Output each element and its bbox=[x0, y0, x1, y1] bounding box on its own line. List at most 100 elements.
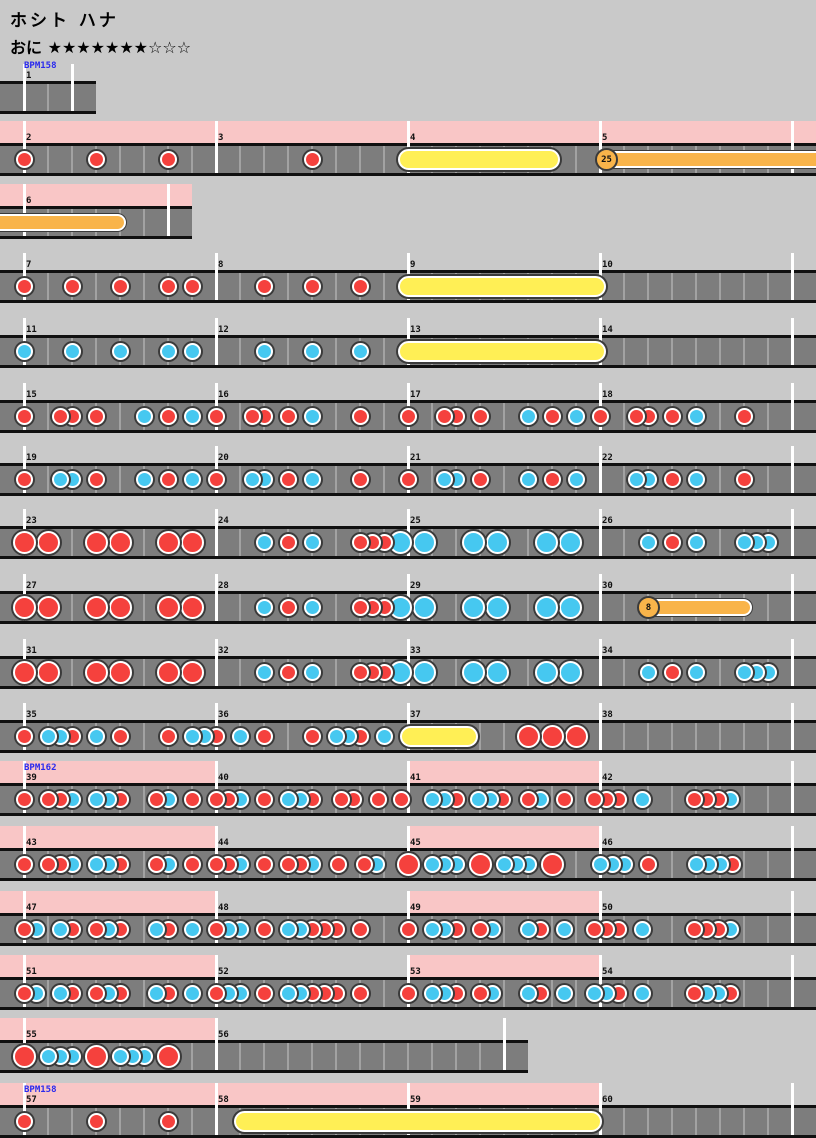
beat-divider bbox=[551, 980, 553, 1007]
ka-note bbox=[519, 985, 537, 1002]
measure-number: 1 bbox=[26, 71, 32, 81]
measure-number: 13 bbox=[410, 325, 421, 335]
measure-number: 14 bbox=[602, 325, 613, 335]
beat-divider bbox=[767, 594, 769, 621]
big-ka-note bbox=[534, 596, 558, 619]
ka-note bbox=[255, 534, 273, 551]
measure-number: 41 bbox=[410, 773, 421, 783]
beat-divider bbox=[671, 723, 673, 750]
ka-note bbox=[585, 985, 603, 1002]
don-note bbox=[15, 921, 33, 938]
lane-bottom-border bbox=[0, 750, 816, 753]
don-note bbox=[399, 985, 417, 1002]
beat-divider bbox=[767, 980, 769, 1007]
beat-divider bbox=[143, 916, 145, 943]
beat-divider bbox=[383, 403, 385, 430]
ka-note bbox=[183, 728, 201, 745]
lane-top-border bbox=[0, 206, 192, 209]
beat-divider bbox=[143, 273, 145, 300]
measure-number: 30 bbox=[602, 581, 613, 591]
measure-barline bbox=[407, 1083, 410, 1135]
balloon-count: 8 bbox=[637, 596, 660, 619]
measure-barline bbox=[23, 1018, 26, 1070]
beat-divider bbox=[623, 1108, 625, 1135]
beat-divider bbox=[503, 980, 505, 1007]
big-don-note bbox=[108, 531, 132, 554]
beat-divider bbox=[647, 723, 649, 750]
beat-divider bbox=[359, 1043, 361, 1070]
gogo-band bbox=[0, 184, 192, 206]
measure-barline bbox=[23, 955, 26, 1007]
beat-divider bbox=[743, 786, 745, 813]
measure-barline bbox=[215, 639, 218, 686]
beat-divider bbox=[431, 1043, 433, 1070]
don-note bbox=[471, 471, 489, 488]
beat-divider bbox=[47, 403, 49, 430]
ka-note bbox=[633, 985, 651, 1002]
ka-note bbox=[147, 921, 165, 938]
measure-barline bbox=[23, 383, 26, 430]
ka-note bbox=[519, 921, 537, 938]
measure-barline bbox=[215, 318, 218, 365]
don-note bbox=[399, 921, 417, 938]
measure-number: 46 bbox=[602, 838, 613, 848]
measure-barline bbox=[23, 64, 26, 111]
don-note bbox=[351, 664, 369, 681]
don-note bbox=[663, 534, 681, 551]
measure-barline bbox=[599, 574, 602, 621]
ka-note bbox=[687, 471, 705, 488]
measure-number: 44 bbox=[218, 838, 229, 848]
beat-divider bbox=[47, 273, 49, 300]
measure-barline bbox=[791, 318, 794, 365]
don-note bbox=[207, 471, 225, 488]
beat-divider bbox=[671, 980, 673, 1007]
ka-note bbox=[687, 664, 705, 681]
don-note bbox=[87, 985, 105, 1002]
measure-barline bbox=[791, 761, 794, 813]
gogo-band bbox=[0, 1083, 600, 1105]
ka-note bbox=[423, 856, 441, 873]
measure-barline bbox=[407, 121, 410, 173]
don-note bbox=[351, 534, 369, 551]
ka-note bbox=[183, 985, 201, 1002]
gogo-band bbox=[408, 761, 600, 783]
don-note bbox=[207, 408, 225, 425]
measure-barline bbox=[215, 253, 218, 300]
ka-note bbox=[111, 343, 129, 360]
big-ka-note bbox=[485, 661, 509, 684]
don-note bbox=[255, 728, 273, 745]
measure-number: 6 bbox=[26, 196, 32, 206]
don-note bbox=[87, 471, 105, 488]
don-note bbox=[555, 791, 573, 808]
don-note bbox=[15, 151, 33, 168]
big-don-note bbox=[180, 661, 204, 684]
measure-barline bbox=[791, 383, 794, 430]
big-ka-note bbox=[558, 661, 582, 684]
don-note bbox=[255, 278, 273, 295]
lane-top-border bbox=[0, 81, 96, 84]
don-note bbox=[111, 728, 129, 745]
ka-note bbox=[279, 985, 297, 1002]
beat-divider bbox=[671, 273, 673, 300]
measure-number: 23 bbox=[26, 516, 37, 526]
beat-divider bbox=[719, 723, 721, 750]
beat-divider bbox=[143, 851, 145, 878]
measure-number: 54 bbox=[602, 967, 613, 977]
beat-divider bbox=[767, 466, 769, 493]
measure-number: 19 bbox=[26, 453, 37, 463]
measure-barline bbox=[791, 703, 794, 750]
measure-barline bbox=[599, 1083, 602, 1135]
don-note bbox=[685, 921, 703, 938]
measure-number: 18 bbox=[602, 390, 613, 400]
don-note bbox=[585, 921, 603, 938]
beat-divider bbox=[767, 916, 769, 943]
measure-number: 39 bbox=[26, 773, 37, 783]
beat-divider bbox=[623, 403, 625, 430]
measure-barline bbox=[23, 121, 26, 173]
ka-note bbox=[255, 664, 273, 681]
ka-note bbox=[51, 471, 69, 488]
ka-note bbox=[87, 728, 105, 745]
don-note bbox=[243, 408, 261, 425]
difficulty-and-stars: おに ★★★★★★★☆☆☆ bbox=[10, 34, 191, 58]
measure-barline bbox=[215, 761, 218, 813]
